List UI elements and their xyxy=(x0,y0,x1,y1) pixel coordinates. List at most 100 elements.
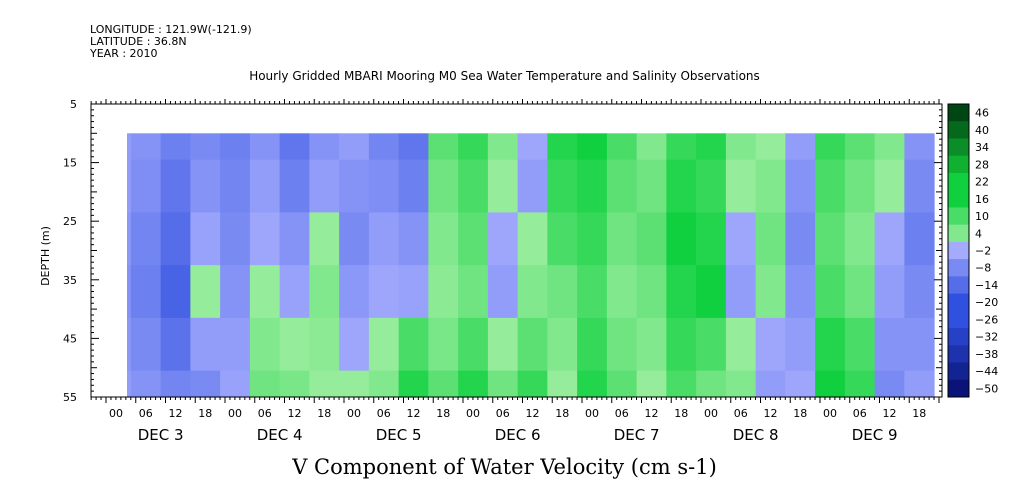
heatmap-cell xyxy=(220,370,251,398)
heatmap-cell xyxy=(755,133,786,161)
heatmap-cell xyxy=(696,212,727,266)
heatmap-cell xyxy=(339,370,370,398)
heatmap-cell xyxy=(725,212,757,266)
heatmap-cell xyxy=(844,212,876,266)
colorbar-swatch xyxy=(948,328,969,346)
heatmap-cell xyxy=(755,212,786,266)
heatmap-cell xyxy=(666,317,697,372)
heatmap-cell xyxy=(130,370,162,398)
heatmap-cell xyxy=(279,370,310,398)
heatmap-cell xyxy=(339,317,370,372)
x-hour-label: 06 xyxy=(615,407,629,420)
heatmap-cells xyxy=(127,133,935,398)
heatmap-cell xyxy=(160,370,191,398)
heatmap-cell xyxy=(517,133,548,161)
heatmap-cell xyxy=(220,265,251,319)
heatmap-cell xyxy=(666,370,697,398)
heatmap-cell xyxy=(904,265,935,319)
x-hour-label: 00 xyxy=(823,407,837,420)
x-hour-label: 18 xyxy=(198,407,212,420)
axes: 00 06 12 18 00 06 12 18 00 06 12 18 00 06 12 18 00 06 12 18… xyxy=(63,98,943,444)
heatmap-cell xyxy=(844,265,876,319)
heatmap-cell xyxy=(666,265,697,319)
heatmap-cell xyxy=(127,159,132,214)
colorbar-swatch xyxy=(948,121,969,139)
colorbar-label: −38 xyxy=(975,348,998,361)
heatmap-cell xyxy=(279,133,310,161)
heatmap-cell xyxy=(309,317,340,372)
heatmap-cell xyxy=(220,159,251,214)
heatmap-cell xyxy=(696,370,727,398)
heatmap-cell xyxy=(458,212,489,266)
heatmap-cell xyxy=(309,370,340,398)
heatmap-cell xyxy=(160,212,191,266)
y-tick-label: 15 xyxy=(63,157,77,170)
heatmap-cell xyxy=(547,133,578,161)
colorbar-swatch xyxy=(948,379,969,398)
colorbar-swatch xyxy=(948,155,969,174)
colorbar-swatch xyxy=(948,310,969,329)
x-hour-label: 06 xyxy=(139,407,153,420)
heatmap-cell xyxy=(636,133,667,161)
heatmap-cell xyxy=(904,133,935,161)
heatmap-cell xyxy=(279,265,310,319)
heatmap-cell xyxy=(517,265,548,319)
colorbar-label: −32 xyxy=(975,331,998,344)
heatmap-cell xyxy=(874,370,905,398)
heatmap-cell xyxy=(368,159,400,214)
heatmap-cell xyxy=(428,159,459,214)
heatmap-cell xyxy=(160,317,191,372)
heatmap-cell xyxy=(696,159,727,214)
heatmap-cell xyxy=(815,212,846,266)
heatmap-cell xyxy=(487,265,519,319)
heatmap-cell xyxy=(190,133,221,161)
heatmap-cell xyxy=(279,317,310,372)
heatmap-cell xyxy=(249,370,281,398)
x-hour-label: 18 xyxy=(555,407,569,420)
colorbar-label: −20 xyxy=(975,296,998,309)
heatmap-cell xyxy=(249,317,281,372)
heatmap-cell xyxy=(606,370,638,398)
heatmap-cell xyxy=(577,159,608,214)
colorbar-label: 10 xyxy=(975,210,989,223)
x-hour-label: 12 xyxy=(883,407,897,420)
colorbar-swatch xyxy=(948,293,969,312)
x-hour-label: 00 xyxy=(109,407,123,420)
heatmap-cell xyxy=(547,159,578,214)
heatmap-cell xyxy=(577,133,608,161)
heatmap-cell xyxy=(904,212,935,266)
heatmap-cell xyxy=(517,370,548,398)
colorbar-label: 34 xyxy=(975,141,989,154)
colorbar-label: 22 xyxy=(975,176,989,189)
colorbar-swatch xyxy=(948,362,969,381)
heatmap-cell xyxy=(636,159,667,214)
heatmap-cell xyxy=(398,133,429,161)
heatmap-cell xyxy=(127,212,132,266)
heatmap-cell xyxy=(160,265,191,319)
y-tick-label: 25 xyxy=(63,215,77,228)
x-hour-label: 00 xyxy=(585,407,599,420)
heatmap-cell xyxy=(130,133,162,161)
heatmap-cell xyxy=(755,370,786,398)
x-day-label: DEC 4 xyxy=(257,426,303,444)
heatmap-cell xyxy=(368,212,400,266)
heatmap-cell xyxy=(339,159,370,214)
heatmap-cell xyxy=(547,212,578,266)
heatmap-cell xyxy=(190,370,221,398)
heatmap-cell xyxy=(428,133,459,161)
heatmap-cell xyxy=(874,212,905,266)
heatmap-cell xyxy=(666,212,697,266)
x-hour-label: 00 xyxy=(704,407,718,420)
x-hour-label: 06 xyxy=(734,407,748,420)
y-tick-label: 55 xyxy=(63,391,77,404)
x-day-label: DEC 6 xyxy=(495,426,541,444)
x-hour-label: 06 xyxy=(258,407,272,420)
heatmap-cell xyxy=(844,159,876,214)
heatmap-cell xyxy=(547,317,578,372)
heatmap-cell xyxy=(160,133,191,161)
heatmap-cell xyxy=(309,133,340,161)
heatmap-cell xyxy=(249,265,281,319)
heatmap-cell xyxy=(606,317,638,372)
heatmap-cell xyxy=(606,265,638,319)
heatmap-cell xyxy=(755,265,786,319)
